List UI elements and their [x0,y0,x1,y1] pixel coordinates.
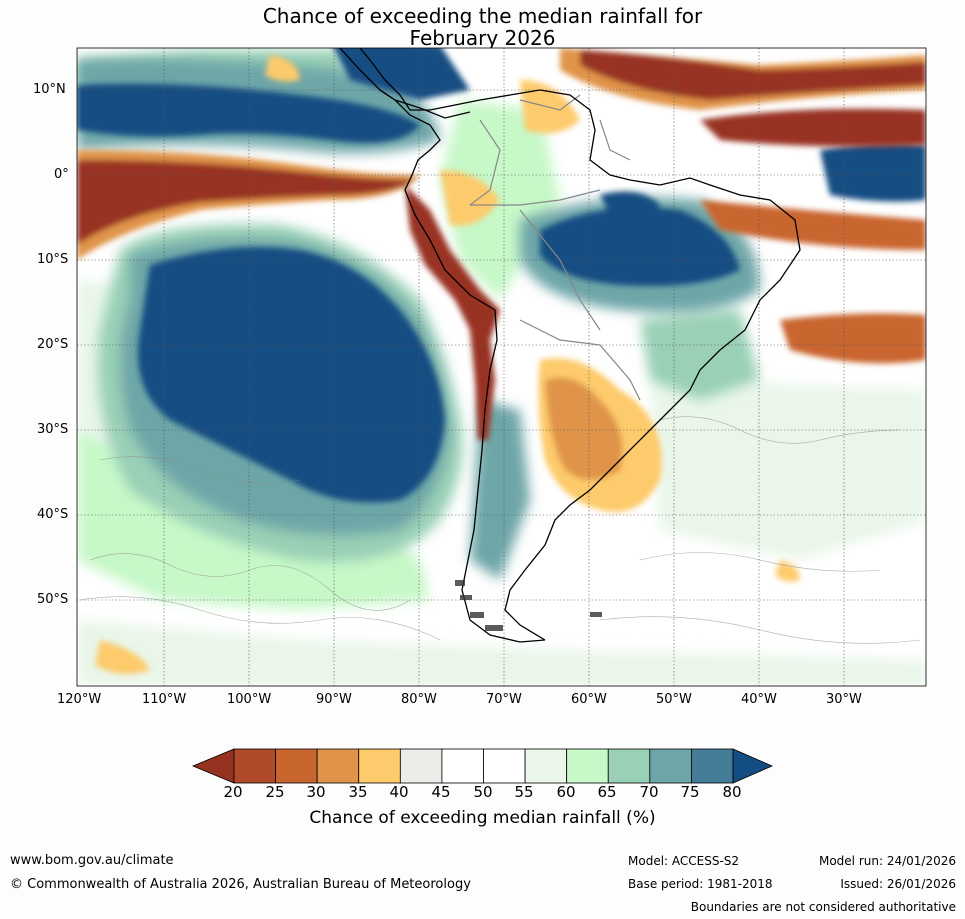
colorbar-tick-80: 80 [722,783,742,801]
lat-label-10n: 10°N [33,82,66,97]
colorbar-cell [358,748,401,784]
colorbar-tick-60: 60 [556,783,576,801]
colorbar-tick-55: 55 [514,783,534,801]
colorbar-cell [399,748,443,784]
lon-label-70w: 70°W [486,692,522,707]
lon-label-90w: 90°W [316,692,352,707]
model-run-text: Model run: 24/01/2026 [818,854,956,868]
colorbar-cell [233,748,276,784]
lon-label-60w: 60°W [571,692,607,707]
lat-label-30s: 30°S [37,422,69,437]
colorbar-tick-25: 25 [265,783,285,801]
colorbar-cell [566,748,609,784]
lon-label-50w: 50°W [656,692,692,707]
map-title-line1: Chance of exceeding the median rainfall … [262,4,703,28]
lat-label-40s: 40°S [37,507,69,522]
colorbar-cell [691,748,734,784]
copyright-text: © Commonwealth of Australia 2026, Austra… [10,877,471,892]
lat-label-50s: 50°S [37,592,69,607]
colorbar-cell [524,748,568,784]
model-text: Model: ACCESS-S2 [628,854,740,868]
lon-label-30w: 30°W [826,692,862,707]
lon-label-110w: 110°W [142,692,187,707]
lon-label-80w: 80°W [401,692,437,707]
colorbar-tick-45: 45 [431,783,451,801]
issued-text: Issued: 26/01/2026 [840,877,956,891]
colorbar-tick-50: 50 [473,783,493,801]
colorbar-cell [483,748,526,784]
colorbar-cell [275,748,318,784]
colorbar-low-arrow [191,748,235,784]
colorbar-tick-30: 30 [306,783,326,801]
colorbar-tick-35: 35 [348,783,368,801]
map-field [77,48,926,686]
lon-label-40w: 40°W [741,692,777,707]
colorbar-label: Chance of exceeding median rainfall (%) [309,808,656,828]
lon-label-120w: 120°W [57,692,102,707]
colorbar-tick-65: 65 [597,783,617,801]
colorbar [191,748,774,784]
colorbar-tick-75: 75 [680,783,700,801]
map-title-line2: February 2026 [409,26,556,50]
colorbar-tick-70: 70 [639,783,659,801]
colorbar-cell [316,748,360,784]
colorbar-cell [649,748,692,784]
lat-label-10s: 10°S [37,252,69,267]
colorbar-cell [607,748,651,784]
colorbar-tick-40: 40 [389,783,409,801]
colorbar-cell [441,748,484,784]
colorbar-high-arrow [732,748,774,784]
disclaimer-text: Boundaries are not considered authoritat… [690,900,956,914]
base-period-text: Base period: 1981-2018 [628,877,773,891]
website-link[interactable]: www.bom.gov.au/climate [10,853,174,868]
lon-label-100w: 100°W [227,692,272,707]
colorbar-tick-20: 20 [223,783,243,801]
lat-label-0: 0° [54,167,69,182]
lat-label-20s: 20°S [37,337,69,352]
